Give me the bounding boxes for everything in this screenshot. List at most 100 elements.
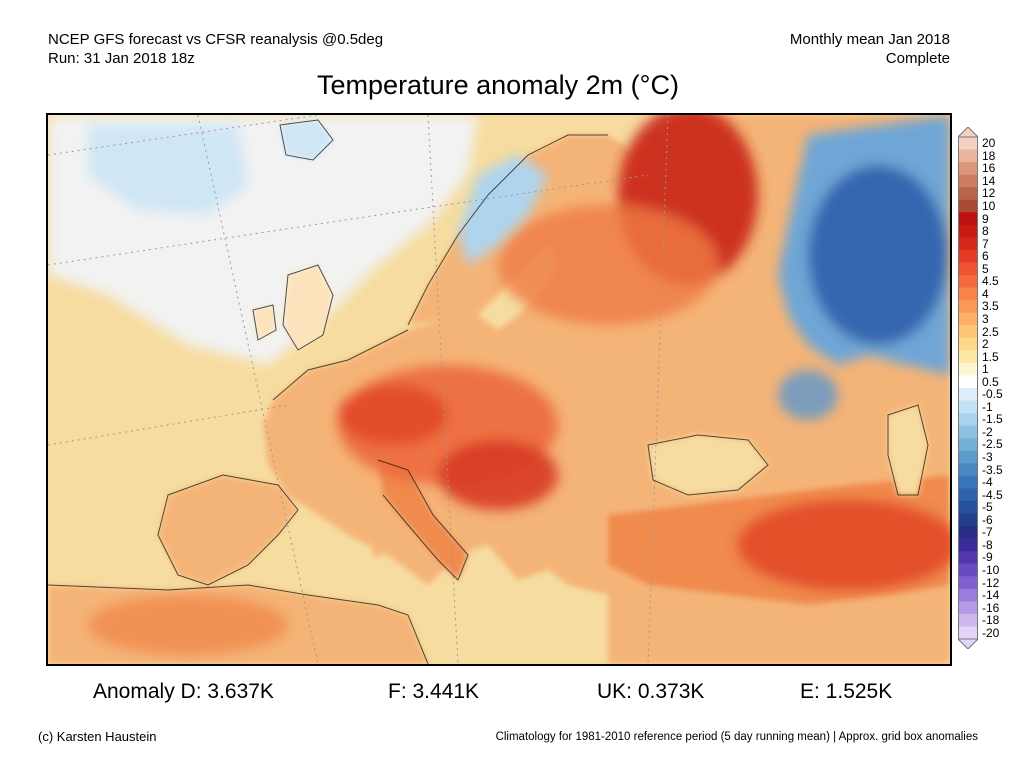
colorbar-tick-label: 0.5 [982,374,999,389]
colorbar-tick-label: -3 [982,450,993,465]
colorbar-swatch [958,475,978,489]
colorbar-swatch [958,438,978,452]
colorbar-tick-label: 2.5 [982,324,999,339]
colorbar-swatch [958,551,978,565]
caspian-coast [887,404,929,496]
baltic-region-warm-area [498,205,718,325]
colorbar-tick-label: -1.5 [982,412,1003,427]
colorbar-swatch [958,275,978,289]
colorbar-tick-label: 4 [982,286,989,301]
colorbar-tick-label: 10 [982,199,996,214]
colorbar-tick-label: 3 [982,311,989,326]
colorbar-swatch [958,300,978,314]
colorbar-swatch [958,601,978,615]
volga-cool-area [778,370,838,420]
colorbar-top-arrow [958,127,978,138]
colorbar-swatch [958,413,978,427]
sardinia-land [373,513,384,557]
colorbar-tick-label: 3.5 [982,299,999,314]
colorbar-swatch [958,488,978,502]
colorbar-tick-label: 2 [982,337,989,352]
run-line: Run: 31 Jan 2018 18z [48,50,195,67]
stat-spain: E: 1.525K [800,680,893,703]
uk-land [283,265,333,350]
colorbar-tick-label: -4.5 [982,487,1003,502]
colorbar-swatch [958,375,978,389]
colorbar-swatch [958,425,978,439]
colorbar-frame [958,136,978,640]
map-canvas [48,115,950,664]
status-line: Complete [885,50,950,67]
colorbar-swatch [958,588,978,602]
colorbar-tick-label: -14 [982,588,1000,603]
stat-germany: Anomaly D: 3.637K [93,680,274,703]
colorbar-tick-label: -2.5 [982,437,1003,452]
colorbar-swatch [958,137,978,151]
graticule-line [647,115,669,664]
ireland-land [253,305,276,340]
north-africa-warm-area [88,595,288,655]
black-sea-coast [647,434,769,496]
colorbar-swatch [958,262,978,276]
regional-anomaly-stats: Anomaly D: 3.637K F: 3.441K UK: 0.373K E… [0,680,1024,706]
colorbar-tick-label: 16 [982,161,996,176]
colorbar-tick-label: -16 [982,600,1000,615]
colorbar-swatch [958,500,978,514]
colorbar-swatch [958,613,978,627]
anatolia-hot-area [738,500,950,590]
colorbar-swatch [958,563,978,577]
colorbar-tick-label: 9 [982,211,989,226]
colorbar-swatch [958,626,978,640]
colorbar-swatch [958,526,978,540]
anomaly-map [46,113,952,666]
colorbar-tick-label: 18 [982,148,996,163]
colorbar-tick-label: 4.5 [982,274,999,289]
colorbar-tick-label: -18 [982,613,1000,628]
ireland-coast [252,304,277,341]
colorbar-swatch [958,362,978,376]
colorbar-swatch [958,325,978,339]
footer-credit: (c) Karsten Haustein [38,729,157,744]
colorbar-swatch [958,224,978,238]
scandinavia-cool-area [458,155,548,265]
colorbar-swatch [958,237,978,251]
header-left: NCEP GFS forecast vs CFSR reanalysis @0.… [48,30,383,68]
colorbar-swatch [958,174,978,188]
colorbar-tick-label: 8 [982,224,989,239]
colorbar-swatch [958,350,978,364]
colorbar-swatch [958,212,978,226]
colorbar-swatch [958,450,978,464]
colorbar-swatch [958,538,978,552]
colorbar-tick-label: 20 [982,136,996,151]
coastlines [48,119,929,664]
iberia-land [158,475,298,585]
balkans-hot-area [438,440,558,510]
model-line: NCEP GFS forecast vs CFSR reanalysis @0.… [48,31,384,48]
colorbar-swatch [958,337,978,351]
stat-france: F: 3.441K [388,680,480,703]
footer-note: Climatology for 1981-2010 reference peri… [495,731,978,743]
colorbar-tick-label: -10 [982,562,1000,577]
colorbar-tick-label: -6 [982,512,993,527]
colorbar-tick-label: -3.5 [982,462,1003,477]
colorbar-tick-label: -12 [982,575,1000,590]
graticule [48,115,669,664]
iberia-coast [157,474,299,586]
colorbar-swatch [958,463,978,477]
colorbar-tick-label: -20 [982,625,1000,640]
colorbar-swatch [958,513,978,527]
graticule-line [48,404,289,446]
colorbar-tick-label: 12 [982,186,996,201]
uk-coast [282,264,334,351]
iceland-land [280,120,333,160]
colorbar-swatch [958,162,978,176]
cold-anomalies [458,115,950,420]
stat-uk: UK: 0.373K [597,680,705,703]
colorbar-tick-label: 6 [982,249,989,264]
colorbar-swatch [958,576,978,590]
colorbar-tick-label: 1 [982,362,989,377]
colorbar-tick-label: -4 [982,475,993,490]
colorbar-tick-label: -1 [982,399,993,414]
header-right: Monthly mean Jan 2018 Complete [790,30,950,68]
black-sea [648,435,768,495]
